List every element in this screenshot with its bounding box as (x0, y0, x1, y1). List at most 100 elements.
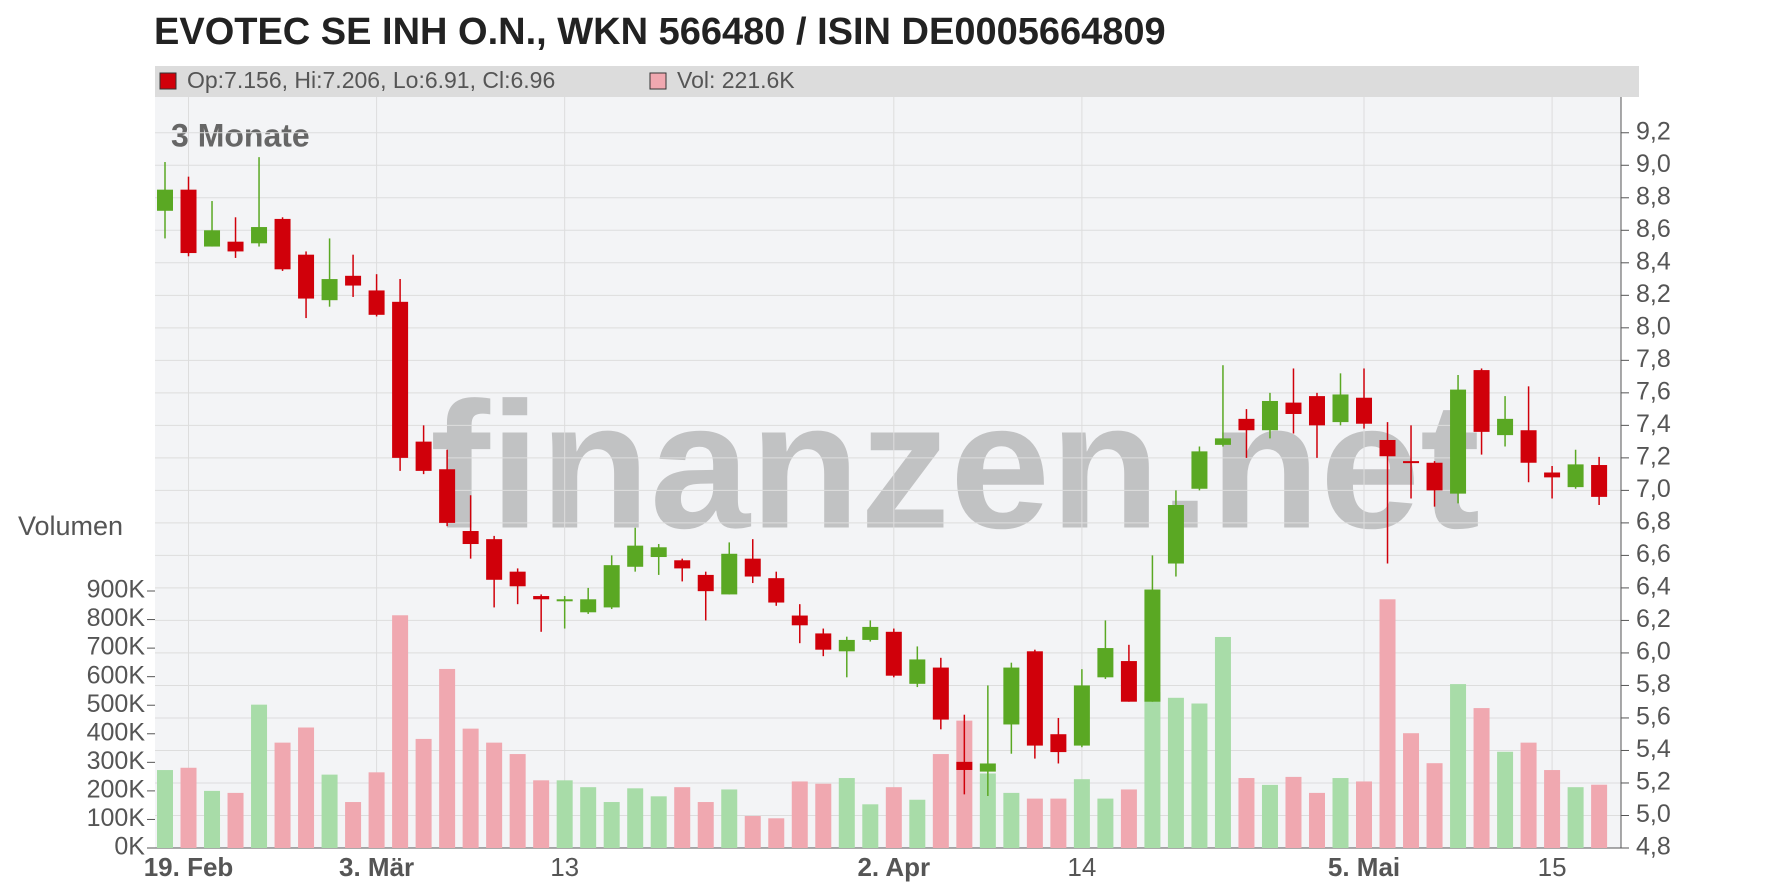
candle-body (721, 553, 738, 595)
volume-bar (227, 792, 244, 848)
y-tick-label: 7,8 (1636, 345, 1671, 373)
volume-bar (979, 773, 996, 848)
volume-bar (368, 772, 385, 848)
volume-bar (1073, 779, 1090, 848)
volume-bar (1450, 684, 1467, 848)
candle-body (1144, 589, 1161, 702)
y-tick-label: 6,6 (1636, 540, 1671, 568)
volume-bar (862, 804, 879, 848)
volume-bar (721, 789, 738, 848)
candle-body (1050, 734, 1067, 753)
candle-body (274, 218, 291, 270)
y2-tick-label: 800K (87, 604, 146, 632)
y2-tick-label: 200K (87, 775, 146, 803)
candle-body (1332, 394, 1349, 423)
candle-body (298, 254, 315, 299)
candle-body (556, 599, 573, 602)
volume-bar (204, 790, 221, 848)
candle-body (157, 189, 173, 211)
volume-bar (1473, 708, 1490, 848)
legend-bar (155, 66, 1639, 97)
candle-body (1403, 461, 1420, 464)
candle-body (1097, 648, 1114, 678)
chart-title: EVOTEC SE INH O.N., WKN 566480 / ISIN DE… (154, 11, 1166, 53)
x-tick-label: 15 (1538, 852, 1567, 882)
volume-bar (650, 796, 667, 848)
y2-tick-label: 700K (87, 633, 146, 661)
x-tick-label: 5. Mai (1328, 852, 1400, 882)
volume-bar (932, 754, 949, 848)
candle-body (1214, 438, 1231, 445)
candle-body (1544, 472, 1561, 478)
candle-body (251, 227, 268, 244)
volume-bar (1544, 770, 1561, 848)
volume-bar (556, 780, 573, 848)
candle-body (768, 578, 785, 603)
y-tick-label: 5,2 (1636, 768, 1671, 796)
volume-bar (697, 802, 714, 848)
volume-bar (838, 778, 855, 848)
y-tick-label: 9,0 (1636, 150, 1671, 178)
volume-bar (533, 780, 550, 848)
candle-body (1191, 451, 1208, 489)
volume-bar (1238, 778, 1255, 848)
candle-body (1285, 402, 1302, 414)
y2-tick-label: 900K (87, 576, 146, 604)
candle-body (815, 633, 832, 650)
candle-body (909, 659, 926, 684)
y2-tick-label: 500K (87, 690, 146, 718)
candle-body (462, 531, 479, 545)
volume-bar (1167, 697, 1184, 848)
candle-body (1167, 505, 1184, 564)
volume-bar (1050, 798, 1067, 848)
volume-bar (274, 742, 291, 848)
candle-body (204, 230, 221, 247)
candle-body (180, 189, 197, 254)
y2-tick-label: 300K (87, 747, 146, 775)
y-tick-label: 8,4 (1636, 247, 1671, 275)
volume-bar (674, 787, 691, 848)
y-tick-label: 5,0 (1636, 800, 1671, 828)
candle-body (1520, 430, 1537, 463)
x-tick-label: 13 (550, 852, 579, 882)
candle-body (1120, 661, 1137, 702)
candle-body (580, 599, 597, 613)
volume-bar (509, 754, 526, 848)
volume-bar (909, 799, 926, 848)
y-tick-label: 6,2 (1636, 605, 1671, 633)
volume-bar (885, 787, 902, 848)
volume-axis-title: Volumen (18, 511, 123, 541)
legend-swatch-volume (649, 72, 667, 90)
candle-body (486, 539, 503, 580)
candle-body (439, 469, 456, 523)
volume-bar (1308, 792, 1325, 848)
volume-bar (1356, 781, 1373, 848)
volume-bar (603, 802, 620, 848)
candle-body (650, 547, 667, 558)
candle-body (627, 545, 644, 567)
volume-bar (1003, 792, 1020, 848)
volume-bar (180, 767, 197, 848)
candle-body (838, 639, 855, 652)
y-tick-label: 8,2 (1636, 280, 1671, 308)
volume-bar (1567, 787, 1584, 848)
volume-bar (439, 668, 456, 848)
candle-body (603, 565, 620, 608)
candle-body (1356, 397, 1373, 424)
x-tick-label: 2. Apr (857, 852, 930, 882)
volume-bar (1520, 742, 1537, 848)
y-tick-label: 8,6 (1636, 215, 1671, 243)
volume-bar (580, 787, 597, 848)
volume-bar (1332, 778, 1349, 848)
candle-body (697, 574, 714, 592)
legend-volume: Vol: 221.6K (677, 67, 795, 93)
candle-body (885, 631, 902, 676)
x-tick-label: 14 (1067, 852, 1096, 882)
volume-bar (157, 770, 173, 848)
volume-bar (815, 783, 832, 848)
volume-bar (744, 816, 761, 848)
candle-body (1497, 418, 1514, 436)
volume-bar (1285, 776, 1302, 848)
